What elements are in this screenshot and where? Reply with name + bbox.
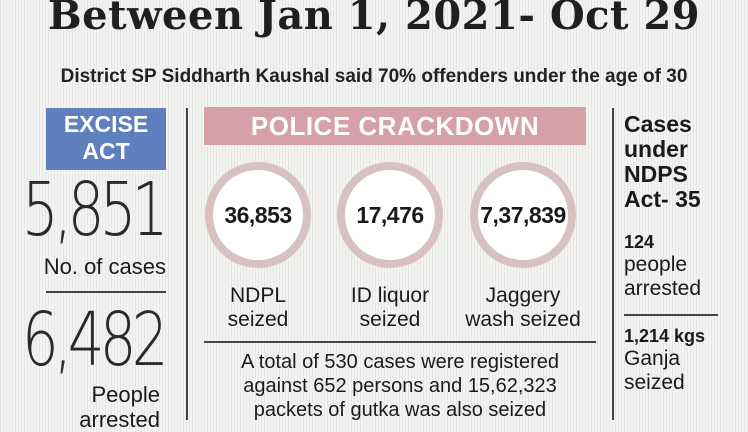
ndpl-circle: 36,853 (205, 162, 311, 268)
summary-line1: A total of 530 cases were registered (241, 351, 559, 373)
ndpl-label-line1: NDPL (229, 284, 287, 307)
ndps-title: Cases under NDPS Act- 35 (624, 112, 701, 212)
ndps-ganja: 1,214 kgs Ganja seized (624, 326, 705, 395)
id-liquor-label: ID liquor seized (315, 284, 465, 332)
police-summary: A total of 530 cases were registered aga… (210, 350, 590, 422)
id-liquor-value: 17,476 (356, 201, 424, 228)
excise-cases-label: No. of cases (43, 254, 166, 279)
excise-arrested-value: 6,482 (22, 297, 169, 383)
divider-right (612, 108, 614, 420)
divider-left (186, 108, 188, 420)
id-liquor-label-line2: seized (359, 308, 421, 331)
ndps-ganja-value: 1,214 kgs (624, 326, 706, 346)
ndps-ganja-label-line1: Ganja (624, 347, 681, 370)
ndps-title-line4: Act- 35 (624, 186, 701, 212)
ndps-arrested: 124 people arrested (624, 232, 701, 301)
jaggery-value: 7,37,839 (480, 201, 566, 228)
ndps-title-line2: under (624, 136, 688, 162)
id-liquor-circle: 17,476 (337, 162, 443, 268)
divider-police (204, 341, 596, 343)
jaggery-label-line1: Jaggery (485, 284, 561, 307)
divider-excise (46, 291, 166, 293)
ndpl-label-line2: seized (227, 308, 289, 331)
excise-cases-value: 5,851 (22, 167, 169, 253)
jaggery-circle: 7,37,839 (470, 162, 576, 268)
police-crackdown-banner: POLICE CRACKDOWN (204, 107, 586, 145)
ndps-title-line3: NDPS (624, 161, 688, 187)
ndps-title-line1: Cases (624, 111, 692, 137)
summary-line3: packets of gutka was also seized (253, 399, 547, 421)
subheadline: District SP Siddharth Kaushal said 70% o… (60, 66, 688, 87)
summary-line2: against 652 persons and 15,62,323 (243, 375, 557, 397)
headline: Between Jan 1, 2021- Oct 29 (47, 0, 701, 39)
ndps-arrested-value: 124 (624, 232, 655, 252)
jaggery-label: Jaggery wash seized (448, 284, 598, 332)
id-liquor-label-line1: ID liquor (350, 284, 430, 307)
divider-ndps (624, 314, 718, 316)
excise-title-line1: EXCISE (63, 111, 149, 137)
ndpl-label: NDPL seized (183, 284, 333, 332)
excise-title-line2: ACT (82, 138, 130, 164)
excise-arrested-label-line1: People (91, 382, 160, 407)
jaggery-label-line2: wash seized (465, 308, 581, 331)
excise-arrested-label: People arrested (79, 382, 160, 432)
ndps-arrested-label-line2: arrested (624, 277, 702, 300)
excise-act-badge: EXCISE ACT (46, 108, 166, 170)
ndps-ganja-label-line2: seized (624, 371, 685, 394)
ndps-arrested-label-line1: people (624, 253, 688, 276)
ndpl-value: 36,853 (224, 201, 292, 228)
